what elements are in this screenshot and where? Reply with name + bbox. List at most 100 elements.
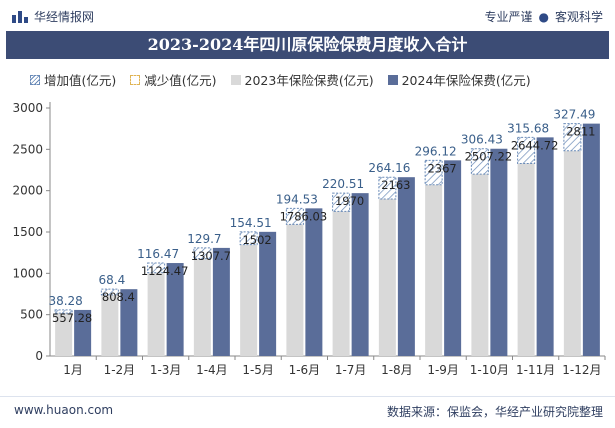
increase-segment: [285, 207, 304, 225]
brand-name: 华经情报网: [34, 10, 95, 24]
bar-2024: [582, 123, 600, 357]
bar-2023: [240, 244, 258, 356]
bar-2024: [305, 208, 323, 356]
legend-item-decrease: 减少值(亿元): [130, 70, 217, 89]
increase-value-label: 194.53: [276, 192, 318, 206]
legend-item-2024: 2024年保险保费(亿元): [387, 70, 531, 89]
bar-2024: [490, 148, 508, 356]
dot-icon: ●: [538, 10, 549, 24]
increase-segment: [193, 247, 212, 260]
logo-icon: [12, 10, 28, 23]
bar-2023: [286, 224, 304, 356]
legend-item-increase: 增加值(亿元): [30, 70, 116, 89]
increase-value-label: 220.51: [322, 177, 364, 191]
legend-item-2023: 2023年保险保费(亿元): [230, 70, 374, 89]
increase-value-label: 129.7: [187, 232, 221, 246]
x-tick-label: 1-4月: [196, 363, 228, 377]
brand: 华经情报网: [12, 8, 94, 25]
y-tick-label: 1000: [12, 266, 43, 280]
series-2023-swatch-icon: [230, 74, 241, 85]
bar-2023: [332, 211, 350, 356]
y-tick-label: 1500: [12, 225, 43, 239]
increase-swatch-icon: [30, 74, 40, 85]
x-tick-label: 1-11月: [516, 363, 555, 377]
increase-value-label: 68.4: [99, 273, 126, 287]
x-tick-label: 1-5月: [242, 363, 274, 377]
bar-2023: [425, 184, 443, 356]
bar-2024: [259, 231, 277, 356]
bar-2024-value-label: 2507.22: [465, 150, 513, 164]
bar-2023: [101, 294, 119, 356]
bar-2024: [397, 177, 415, 356]
bar-2024: [351, 193, 369, 356]
bar-2023: [378, 199, 396, 356]
bar-2024: [536, 137, 554, 356]
legend-label-2023: 2023年保险保费(亿元): [244, 73, 374, 88]
series-2024-swatch-icon: [387, 74, 398, 85]
x-tick-label: 1-12月: [562, 363, 601, 377]
increase-segment: [470, 148, 489, 175]
increase-value-label: 296.12: [415, 144, 457, 158]
bar-2023: [517, 163, 535, 356]
bar-2024: [212, 247, 230, 356]
bar-2023: [471, 174, 489, 356]
bar-2024-value-label: 2163: [381, 178, 410, 192]
bar-2024-value-label: 2367: [427, 161, 456, 175]
chart-title: 2023-2024年四川原保险保费月度收入合计: [6, 31, 609, 59]
x-tick-label: 1-2月: [104, 363, 136, 377]
footer: www.huaon.com 数据来源：保监会，华经产业研究院整理: [0, 396, 615, 428]
bar-2024-value-label: 557.28: [52, 311, 92, 325]
bar-2024-value-label: 1124.47: [141, 264, 189, 278]
bar-2024-value-label: 2811: [566, 125, 595, 139]
x-tick-label: 1月: [63, 363, 83, 377]
legend-label-increase: 增加值(亿元): [44, 73, 117, 88]
increase-segment: [239, 231, 258, 246]
y-tick-label: 2000: [12, 184, 43, 198]
increase-segment: [424, 159, 443, 186]
bar-2023: [55, 313, 73, 356]
increase-segment: [517, 136, 536, 164]
bar-2024-value-label: 1970: [335, 194, 364, 208]
increase-segment: [147, 262, 166, 274]
bar-2024-value-label: 1786.03: [280, 209, 328, 223]
legend-label-decrease: 减少值(亿元): [144, 73, 217, 88]
bar-2023: [563, 150, 581, 356]
increase-segment: [378, 176, 397, 200]
increase-segment: [100, 288, 119, 296]
tagline: 专业严谨 ● 客观科学: [484, 8, 603, 25]
increase-segment: [332, 192, 351, 212]
x-tick-label: 1-6月: [289, 363, 321, 377]
x-tick-label: 1-8月: [381, 363, 413, 377]
increase-value-label: 315.68: [507, 121, 549, 135]
x-tick-label: 1-10月: [470, 363, 509, 377]
bar-2023: [193, 258, 211, 356]
bar-2024-value-label: 1307.7: [191, 249, 231, 263]
tagline-right: 客观科学: [554, 10, 603, 24]
increase-segment: [54, 309, 73, 314]
bar-2024: [166, 263, 184, 356]
x-tick-label: 1-7月: [335, 363, 367, 377]
y-tick-label: 500: [20, 308, 43, 322]
increase-value-label: 327.49: [553, 108, 595, 122]
increase-value-label: 38.28: [48, 294, 82, 308]
bar-2024-value-label: 1502: [242, 233, 271, 247]
increase-value-label: 116.47: [137, 247, 179, 261]
legend: 增加值(亿元) 减少值(亿元) 2023年保险保费(亿元) 2024年保险保费(…: [30, 70, 531, 89]
x-tick-label: 1-9月: [427, 363, 459, 377]
footer-source: 数据来源：保监会，华经产业研究院整理: [386, 405, 603, 419]
bar-2024-value-label: 2644.72: [511, 138, 559, 152]
bar-2024-value-label: 808.4: [102, 290, 135, 304]
increase-value-label: 306.43: [461, 133, 503, 147]
bar-chart: 0 500 1000 1500 2000 2500 3000 1月 557.28 38.28 1-2…: [12, 101, 606, 377]
tagline-left: 专业严谨: [484, 10, 533, 24]
y-tick-label: 2500: [12, 142, 43, 156]
increase-segment: [563, 123, 582, 152]
bar-2024: [74, 309, 92, 356]
decrease-swatch-icon: [130, 74, 141, 85]
bar-2023: [147, 272, 165, 356]
y-tick-label: 0: [35, 349, 43, 363]
legend-label-2024: 2024年保险保费(亿元): [401, 73, 531, 88]
bar-2024: [120, 289, 138, 356]
footer-site: www.huaon.com: [14, 403, 114, 417]
increase-value-label: 154.51: [230, 216, 272, 230]
